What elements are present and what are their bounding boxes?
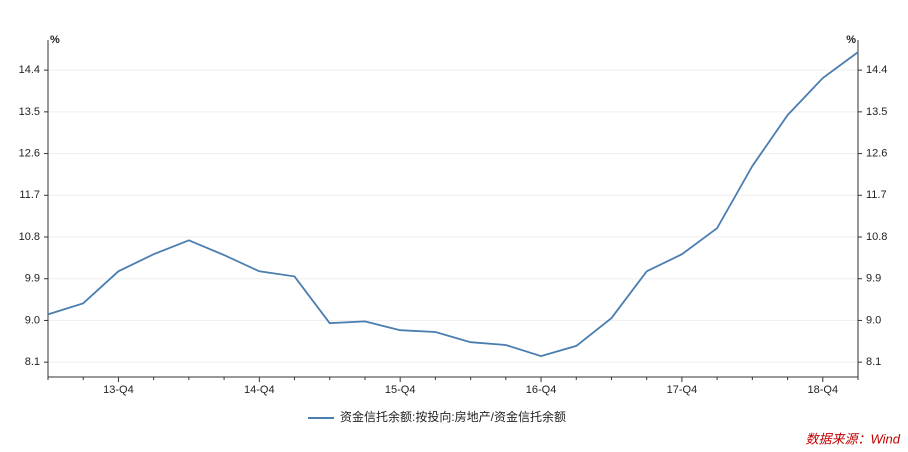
y-unit: % xyxy=(50,34,60,46)
y-tick-label: 10.8 xyxy=(19,231,40,243)
source: 数据来源：Wind xyxy=(805,431,900,446)
y2-tick-label: 13.5 xyxy=(866,106,887,118)
y-tick-label: 14.4 xyxy=(19,64,40,76)
y2-tick-label: 10.8 xyxy=(866,231,887,243)
y2-tick-label: 9.0 xyxy=(866,314,881,326)
legend-label: 资金信托余额:按投向:房地产/资金信托余额 xyxy=(340,409,566,424)
y-tick-label: 12.6 xyxy=(19,147,40,159)
x-tick-label: 14-Q4 xyxy=(244,384,275,396)
y2-unit: % xyxy=(846,34,856,46)
y-tick-label: 9.9 xyxy=(25,273,40,285)
x-tick-label: 18-Q4 xyxy=(807,384,838,396)
y2-tick-label: 11.7 xyxy=(866,189,887,201)
x-tick-label: 13-Q4 xyxy=(103,384,134,396)
y2-tick-label: 14.4 xyxy=(866,64,887,76)
x-tick-label: 17-Q4 xyxy=(667,384,698,396)
y-tick-label: 11.7 xyxy=(19,189,40,201)
x-tick-label: 16-Q4 xyxy=(526,384,557,396)
y-tick-label: 9.0 xyxy=(25,314,40,326)
y-tick-label: 13.5 xyxy=(19,106,40,118)
y-tick-label: 8.1 xyxy=(25,356,40,368)
y2-tick-label: 9.9 xyxy=(866,273,881,285)
y2-tick-label: 12.6 xyxy=(866,147,887,159)
x-tick-label: 15-Q4 xyxy=(385,384,416,396)
y2-tick-label: 8.1 xyxy=(866,356,881,368)
line-series xyxy=(47,51,859,358)
